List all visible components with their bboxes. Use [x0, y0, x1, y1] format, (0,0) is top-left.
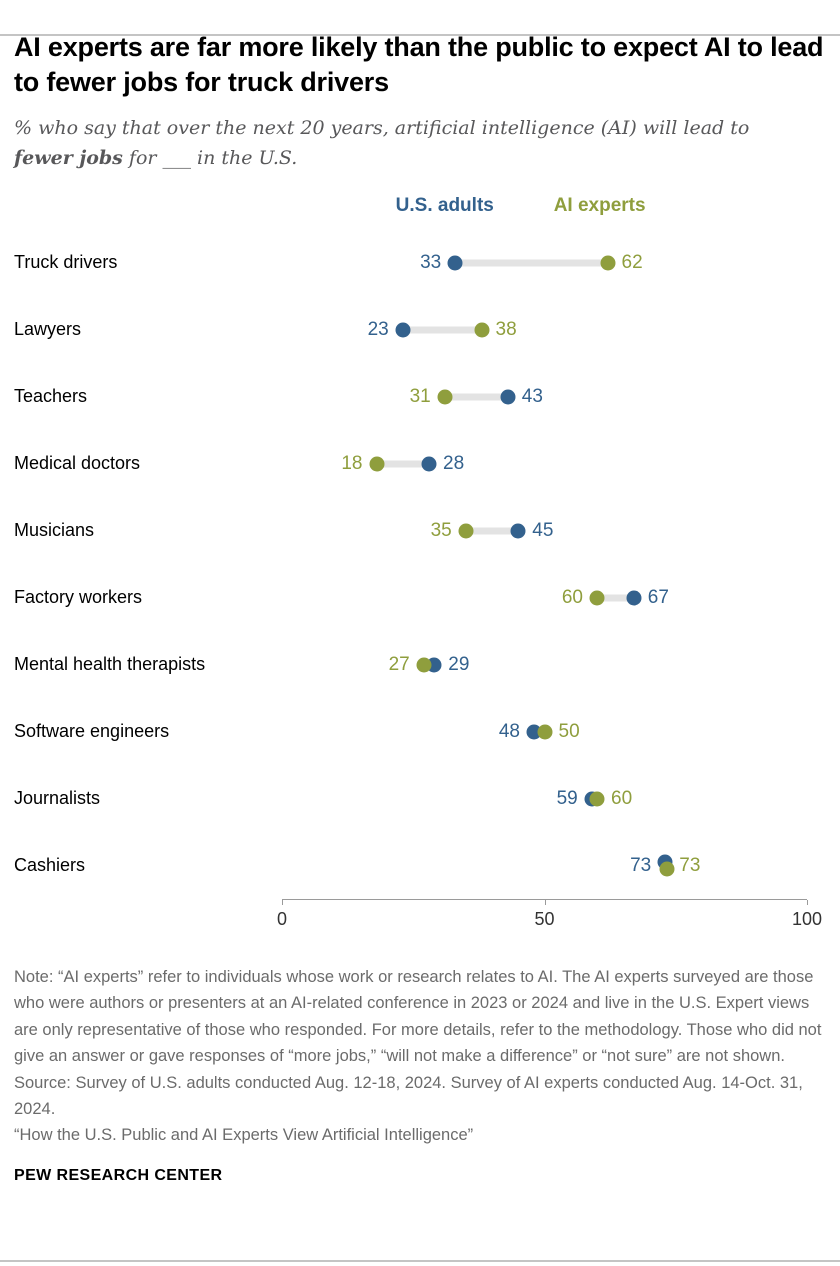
page: AI experts are far more likely than the …: [0, 30, 840, 1185]
chart-row: Musicians 35 45: [14, 497, 826, 564]
source-text: Source: Survey of U.S. adults conducted …: [14, 1073, 803, 1119]
value-label-right: 50: [558, 720, 580, 742]
x-axis: 0 50 100: [277, 899, 822, 936]
value-label-right: 29: [448, 653, 470, 675]
footer: Note: “AI experts” refer to individuals …: [14, 964, 826, 1185]
value-label-right: 28: [443, 452, 465, 474]
dot-us-adults: [626, 590, 642, 606]
value-label-left: 27: [388, 653, 410, 675]
dot-ai-experts: [458, 523, 474, 539]
row-plot: 59 60: [282, 765, 807, 832]
dot-us-adults: [447, 255, 463, 271]
chart-row: Medical doctors 18 28: [14, 430, 826, 497]
legend-ai-experts: AI experts: [553, 195, 646, 217]
category-label: Musicians: [14, 520, 95, 541]
connector-bar: [455, 259, 608, 267]
legend: U.S. adults AI experts: [282, 189, 807, 229]
axis-tick-label: 50: [534, 909, 555, 930]
value-label-left: 18: [341, 452, 363, 474]
chart-rows: Truck drivers 33 62 Lawyers 23 38 Teachers 31 43…: [14, 229, 826, 899]
report-title: “How the U.S. Public and AI Experts View…: [14, 1126, 474, 1145]
value-label-left: 33: [420, 251, 442, 273]
row-plot: 73 73: [282, 832, 807, 899]
chart-row: Mental health therapists 27 29: [14, 631, 826, 698]
value-label-right: 43: [521, 385, 543, 407]
connector-bar: [376, 460, 429, 468]
category-label: Cashiers: [14, 855, 86, 876]
value-label-right: 60: [611, 787, 633, 809]
dumbbell-chart: U.S. adults AI experts Truck drivers 33 62…: [14, 189, 826, 936]
category-label: Journalists: [14, 788, 101, 809]
axis-tick: [544, 900, 546, 906]
connector-bar: [402, 326, 482, 334]
connector-bar: [444, 393, 508, 401]
chart-row: Lawyers 23 38: [14, 296, 826, 363]
chart-row: Truck drivers 33 62: [14, 229, 826, 296]
value-label-right: 62: [621, 251, 643, 273]
row-plot: 27 29: [282, 631, 807, 698]
connector-bar: [597, 594, 634, 602]
legend-us-adults: U.S. adults: [395, 195, 494, 217]
dot-ai-experts: [659, 861, 675, 877]
row-plot: 31 43: [282, 363, 807, 430]
brand-label: PEW RESEARCH CENTER: [14, 1166, 223, 1184]
axis-tick: [807, 900, 808, 906]
value-label-left: 31: [409, 385, 431, 407]
subtitle-emphasis: fewer jobs: [14, 146, 123, 169]
chart-row: Teachers 31 43: [14, 363, 826, 430]
dot-us-adults: [500, 389, 516, 405]
subtitle-suffix: for ___ in the U.S.: [122, 146, 298, 169]
category-label: Teachers: [14, 386, 88, 407]
dot-us-adults: [510, 523, 526, 539]
value-label-left: 35: [430, 519, 452, 541]
dot-ai-experts: [600, 255, 615, 271]
row-plot: 48 50: [282, 698, 807, 765]
dot-ai-experts: [537, 724, 552, 740]
dot-ai-experts: [437, 389, 453, 405]
value-label-right: 38: [495, 318, 517, 340]
dot-ai-experts: [474, 322, 489, 338]
value-label-left: 59: [556, 787, 578, 809]
chart-row: Factory workers 60 67: [14, 564, 826, 631]
chart-row: Software engineers 48 50: [14, 698, 826, 765]
value-label-left: 73: [630, 854, 652, 876]
row-plot: 18 28: [282, 430, 807, 497]
dot-ai-experts: [589, 590, 605, 606]
axis-tick-label: 100: [791, 909, 823, 930]
value-label-left: 23: [367, 318, 389, 340]
subtitle-prefix: % who say that over the next 20 years, a…: [14, 117, 750, 140]
axis-tick: [282, 900, 283, 906]
value-label-right: 67: [647, 586, 669, 608]
value-label-right: 45: [532, 519, 554, 541]
category-label: Factory workers: [14, 587, 143, 608]
category-label: Software engineers: [14, 721, 170, 742]
dot-us-adults: [421, 456, 437, 472]
category-label: Mental health therapists: [14, 654, 206, 675]
row-plot: 35 45: [282, 497, 807, 564]
value-label-right: 73: [679, 854, 701, 876]
chart-title: AI experts are far more likely than the …: [14, 32, 824, 98]
chart-row: Journalists 59 60: [14, 765, 826, 832]
row-plot: 33 62: [282, 229, 807, 296]
category-label: Truck drivers: [14, 252, 118, 273]
note-text: Note: “AI experts” refer to individuals …: [14, 968, 822, 1066]
connector-bar: [465, 527, 519, 535]
dot-ai-experts: [416, 657, 432, 673]
row-plot: 23 38: [282, 296, 807, 363]
axis-tick-label: 0: [276, 909, 288, 930]
chart-subtitle: % who say that over the next 20 years, a…: [14, 114, 804, 173]
bottom-divider: [0, 1260, 840, 1262]
top-divider: [0, 34, 840, 36]
category-label: Medical doctors: [14, 453, 141, 474]
dot-ai-experts: [369, 456, 384, 472]
dot-us-adults: [395, 322, 411, 338]
row-plot: 60 67: [282, 564, 807, 631]
dot-ai-experts: [589, 791, 605, 807]
value-label-left: 48: [498, 720, 520, 742]
category-label: Lawyers: [14, 319, 82, 340]
value-label-left: 60: [561, 586, 583, 608]
chart-row: Cashiers 73 73: [14, 832, 826, 899]
